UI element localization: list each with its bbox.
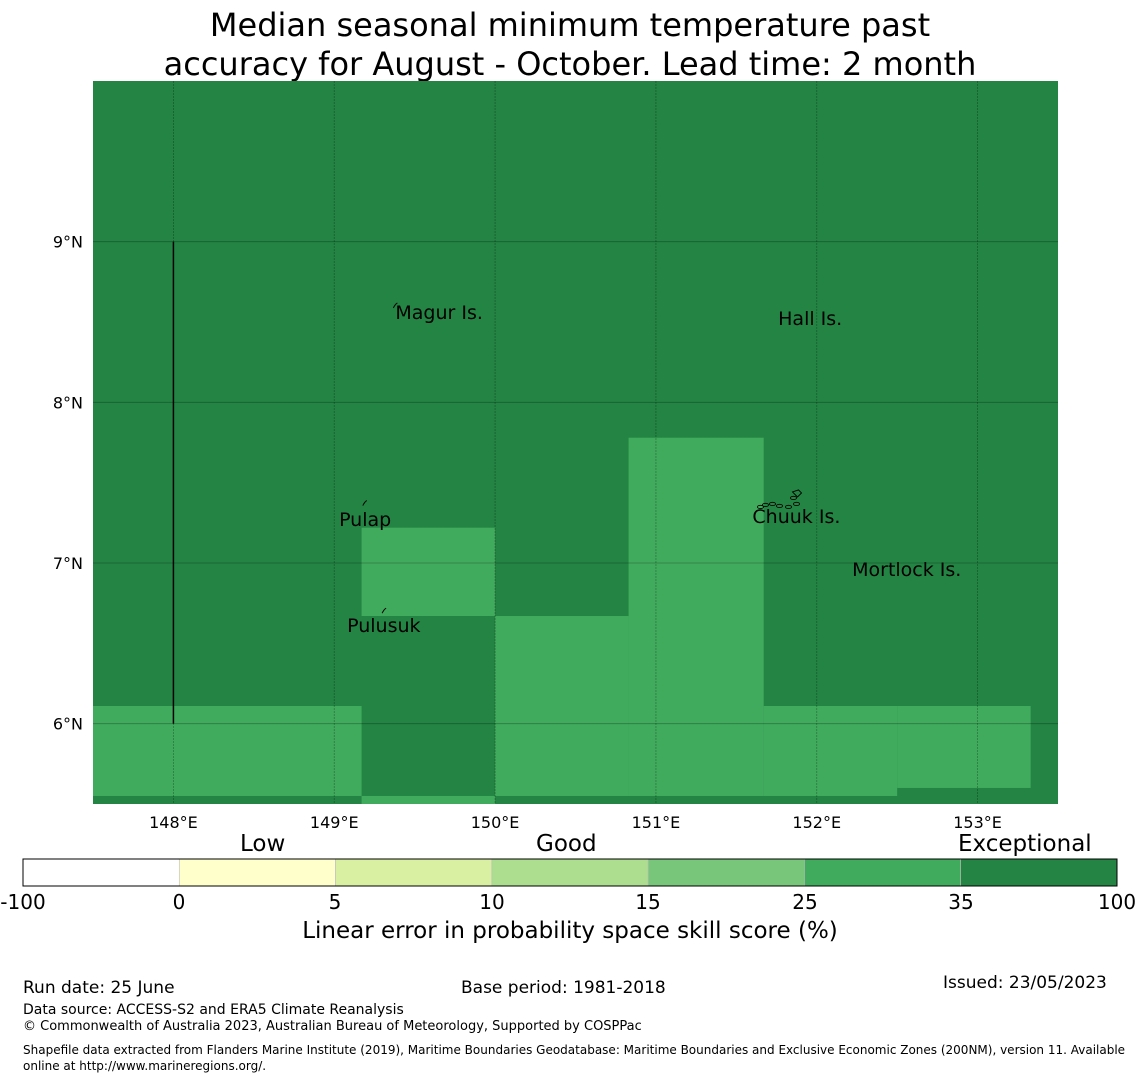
run-date: Run date: 25 June — [23, 978, 175, 998]
map-title-line-2: accuracy for August - October. Lead time… — [163, 45, 977, 83]
skill-cell — [93, 705, 362, 796]
island-outline — [381, 607, 387, 614]
colorbar-tick-label: -100 — [0, 890, 46, 914]
longitude-tick-label: 151°E — [632, 813, 681, 832]
longitude-tick-label: 153°E — [953, 813, 1002, 832]
skill-cell — [361, 527, 496, 617]
skill-cell — [628, 437, 764, 796]
island-outline — [790, 495, 797, 500]
colorbar-tick-label: 10 — [479, 890, 505, 914]
skill-cell — [897, 705, 1031, 788]
island-outline — [769, 501, 776, 506]
place-label: Pulusuk — [347, 615, 420, 637]
island-outline — [392, 302, 398, 309]
island-outline — [791, 489, 803, 498]
issued-date: Issued: 23/05/2023 — [943, 973, 1107, 993]
colorbar-tick-label: 35 — [948, 890, 974, 914]
map-title-line-1: Median seasonal minimum temperature past — [209, 6, 931, 44]
colorbar-frame — [22, 858, 1118, 887]
shapefile-credit: Shapefile data extracted from Flanders M… — [23, 1043, 1126, 1073]
skill-cell — [495, 616, 629, 796]
longitude-tick-label: 150°E — [471, 813, 520, 832]
island-outline — [362, 500, 368, 506]
legend-category-good: Good — [536, 831, 597, 857]
colorbar-swatch — [335, 858, 493, 887]
island-outline — [785, 504, 792, 509]
skill-cell — [361, 795, 496, 804]
colorbar-swatch — [491, 858, 649, 887]
place-label: Chuuk Is. — [752, 506, 840, 528]
longitude-tick-label: 148°E — [149, 813, 198, 832]
legend-category-exceptional: Exceptional — [958, 831, 1092, 857]
latitude-tick-label: 9°N — [53, 233, 83, 252]
island-outline — [776, 503, 783, 508]
longitude-tick-label: 149°E — [310, 813, 359, 832]
colorbar-axis-label: Linear error in probability space skill … — [302, 918, 838, 944]
place-label: Mortlock Is. — [852, 559, 961, 581]
colorbar-swatch — [178, 858, 336, 887]
latitude-tick-label: 6°N — [53, 715, 83, 734]
island-outline — [757, 504, 764, 509]
colorbar-swatch — [647, 858, 805, 887]
island-outline — [793, 501, 800, 506]
colorbar-swatch — [804, 858, 962, 887]
latitude-tick-label: 8°N — [53, 393, 83, 412]
place-label: Pulap — [339, 509, 391, 531]
colorbar-tick-label: 15 — [635, 890, 661, 914]
base-period: Base period: 1981-2018 — [461, 978, 666, 998]
skill-cell — [763, 705, 898, 796]
longitude-tick-label: 152°E — [792, 813, 841, 832]
latitude-tick-label: 7°N — [53, 554, 83, 573]
colorbar-swatch — [960, 858, 1118, 887]
legend-category-low: Low — [240, 831, 286, 857]
colorbar-tick-label: 100 — [1097, 890, 1137, 914]
colorbar-tick-label: 0 — [172, 890, 186, 914]
copyright: © Commonwealth of Australia 2023, Austra… — [23, 1019, 642, 1034]
colorbar-swatch — [22, 858, 180, 887]
place-label: Magur Is. — [395, 302, 483, 324]
colorbar-tick-label: 5 — [328, 890, 342, 914]
island-outline — [762, 502, 769, 507]
colorbar-tick-label: 25 — [792, 890, 818, 914]
place-label: Hall Is. — [778, 308, 842, 330]
data-source: Data source: ACCESS-S2 and ERA5 Climate … — [23, 1002, 404, 1018]
